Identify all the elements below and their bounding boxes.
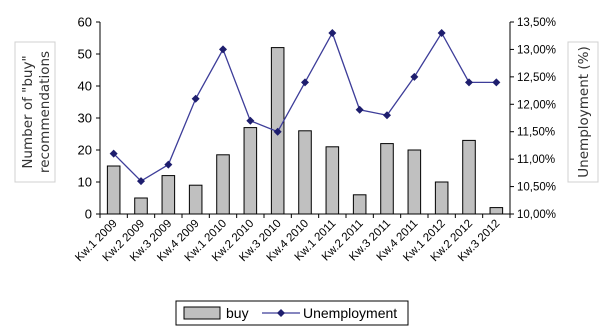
legend-unemployment-marker <box>277 309 285 317</box>
bar-buy <box>352 194 367 215</box>
point-unemployment <box>383 111 391 120</box>
right-tick-label: 13,50% <box>517 17 556 29</box>
legend-unemployment-label: Unemployment <box>303 305 397 321</box>
bar-buy <box>434 181 449 215</box>
legend-buy-swatch <box>183 306 221 320</box>
bar-buy <box>106 165 121 215</box>
point-unemployment <box>191 94 200 103</box>
left-tick-label: 20 <box>78 143 92 158</box>
bar-buy <box>298 130 312 215</box>
bar-buy <box>325 146 340 215</box>
right-tick-label: 12,50% <box>517 72 556 84</box>
right-tick-label: 10,50% <box>517 182 556 194</box>
point-unemployment <box>437 28 446 37</box>
point-unemployment <box>465 78 473 87</box>
right-tick-label: 10,00% <box>517 209 556 221</box>
point-unemployment <box>164 160 173 169</box>
left-tick-label: 50 <box>78 47 92 62</box>
point-unemployment <box>246 116 255 125</box>
point-unemployment <box>109 149 118 158</box>
bar-buy <box>407 149 422 215</box>
point-unemployment <box>301 78 309 87</box>
point-unemployment <box>273 127 282 136</box>
left-axis-title: Number of "buy" recommendations <box>14 41 56 183</box>
point-unemployment <box>137 177 145 186</box>
left-axis-title-line-2: recommendations <box>37 51 53 173</box>
bar-buy <box>489 207 504 215</box>
bar-buy <box>188 184 203 215</box>
left-tick-label: 40 <box>78 79 92 94</box>
bar-buy <box>216 154 230 215</box>
right-tick-label: 12,00% <box>517 99 556 111</box>
bar-buy <box>462 139 476 215</box>
right-tick-label: 11,50% <box>517 127 555 139</box>
right-tick-label: 11,00% <box>517 154 555 166</box>
left-axis-title-line-1: Number of "buy" <box>20 55 36 168</box>
bar-buy <box>134 197 148 215</box>
left-tick-label: 10 <box>78 175 92 190</box>
right-axis-title-text: Unemployment (%) <box>576 46 592 177</box>
point-unemployment <box>410 72 419 81</box>
left-tick-label: 30 <box>78 111 92 126</box>
right-axis-title: Unemployment (%) <box>567 41 599 183</box>
bar-buy <box>380 143 394 215</box>
legend: buy Unemployment <box>175 300 409 326</box>
left-tick-label: 60 <box>78 15 92 30</box>
right-tick-label: 13,00% <box>517 44 556 56</box>
plot-area: 0 10 20 30 40 50 60 10,00% 10,50% 11,00% 11,50% 12,… <box>73 15 556 265</box>
point-unemployment <box>328 28 337 37</box>
bar-buy <box>161 175 176 215</box>
left-tick-label: 0 <box>85 207 92 222</box>
point-unemployment <box>355 105 364 114</box>
point-unemployment <box>219 45 227 54</box>
bar-buy <box>243 127 258 215</box>
legend-buy-label: buy <box>226 305 249 321</box>
point-unemployment <box>492 78 501 87</box>
